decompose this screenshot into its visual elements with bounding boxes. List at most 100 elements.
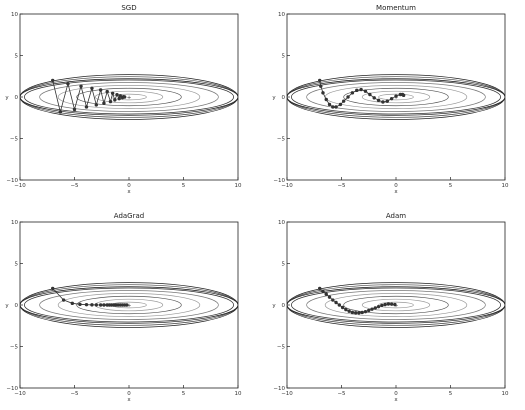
trajectory-point — [61, 298, 66, 302]
contour-ring — [306, 82, 486, 112]
x-axis-label: x — [127, 397, 131, 403]
trajectory-point — [90, 303, 94, 307]
y-tick-label: −10 — [273, 386, 285, 392]
trajectory-point — [363, 89, 368, 93]
contour-ring — [306, 290, 486, 320]
trajectory-point — [385, 99, 389, 103]
trajectory-point — [341, 99, 346, 103]
trajectory-point — [324, 97, 328, 102]
contour-ring — [24, 79, 234, 115]
trajectory-point — [376, 304, 381, 309]
y-tick-label: 10 — [278, 12, 285, 18]
y-tick-label: 0 — [282, 95, 286, 101]
trajectory-point — [98, 303, 103, 307]
trajectory-point — [347, 309, 351, 313]
optimum-marker: + — [127, 303, 132, 309]
contour-ring — [39, 82, 219, 112]
contour-ring — [20, 74, 238, 120]
trajectory-point — [70, 301, 75, 306]
x-tick-label: −10 — [14, 391, 26, 397]
contour-ring — [361, 90, 431, 104]
x-axis-label: x — [127, 189, 131, 195]
trajectory-point — [376, 98, 381, 103]
trajectory-point — [370, 307, 374, 311]
y-tick-label: 5 — [15, 54, 19, 60]
x-tick-label: −10 — [281, 183, 293, 189]
trajectory-point — [334, 105, 338, 109]
trajectory-point — [66, 82, 70, 86]
trajectory-point — [344, 307, 348, 312]
contour-ring — [20, 282, 238, 328]
trajectory-point — [367, 308, 371, 313]
trajectory-point — [350, 310, 355, 315]
trajectory-point — [360, 310, 364, 315]
x-tick-label: 0 — [127, 391, 131, 397]
trajectory-point — [78, 302, 82, 307]
contour-ring — [291, 79, 501, 115]
trajectory-point — [373, 306, 377, 310]
trajectory-point — [58, 110, 63, 114]
optimum-marker: + — [394, 95, 399, 101]
trajectory-point — [125, 303, 129, 307]
contour-ring — [94, 90, 164, 104]
x-tick-label: 0 — [394, 183, 398, 189]
contour-ring — [24, 287, 234, 323]
trajectory-point — [318, 78, 322, 83]
trajectory-point — [337, 303, 342, 307]
contour-ring — [76, 87, 182, 107]
trajectory-point — [84, 302, 89, 307]
trajectory-point — [105, 89, 109, 94]
chart-panel: −10 −5 0 5 10 10 5 0 −5 −10 Adam x y + — [272, 212, 509, 403]
contour-ring — [287, 284, 505, 326]
contour-ring — [291, 287, 501, 323]
trajectory-point — [327, 295, 332, 299]
trajectory-point — [115, 92, 119, 97]
y-tick-label: −10 — [6, 386, 18, 392]
contour-ring — [343, 87, 449, 107]
trajectory-point — [380, 303, 384, 308]
trajectory-point — [353, 311, 358, 315]
trajectory-point — [350, 91, 355, 95]
trajectory-point — [102, 303, 106, 307]
trajectory-point — [90, 86, 94, 90]
chart-panel: −10 −5 0 5 10 10 5 0 −5 −10 Momentum x y + — [272, 4, 509, 195]
y-tick-label: 5 — [15, 262, 19, 268]
trajectory-point — [394, 94, 398, 98]
y-tick-label: 5 — [282, 262, 286, 268]
trajectory-point — [381, 100, 385, 104]
y-tick-label: 10 — [11, 220, 18, 226]
y-tick-label: −5 — [277, 345, 286, 351]
x-tick-label: −5 — [337, 183, 346, 189]
trajectory-point — [321, 91, 325, 95]
x-tick-label: 5 — [182, 183, 186, 189]
chart-panel: −10 −5 0 5 10 10 5 0 −5 −10 SGD x y + — [5, 4, 242, 195]
trajectory-point — [113, 98, 117, 102]
x-tick-label: −10 — [14, 183, 26, 189]
trajectory-point — [84, 105, 89, 109]
trajectory-point — [372, 96, 376, 100]
y-tick-label: −10 — [273, 178, 285, 184]
trajectory-point — [389, 302, 394, 306]
trajectory-point — [363, 309, 368, 314]
x-tick-label: 10 — [235, 391, 242, 397]
y-tick-label: 10 — [278, 220, 285, 226]
contour-ring — [57, 85, 201, 109]
x-tick-label: −5 — [70, 183, 79, 189]
trajectory-point — [393, 302, 397, 307]
chart-title: AdaGrad — [114, 212, 144, 220]
y-tick-label: 5 — [282, 54, 286, 60]
contour-lines — [287, 74, 505, 120]
trajectory-point — [319, 84, 323, 88]
contour-ring — [287, 286, 505, 324]
trajectory-point — [51, 78, 55, 83]
trajectory-point — [122, 95, 127, 99]
x-tick-label: −5 — [70, 391, 79, 397]
chart-title: SGD — [121, 4, 136, 12]
trajectory-point — [318, 286, 322, 291]
trajectory-point — [401, 93, 406, 98]
trajectory-point — [110, 91, 115, 95]
x-tick-label: 10 — [502, 391, 509, 397]
contour-lines — [20, 282, 238, 328]
trajectory-point — [368, 92, 372, 97]
